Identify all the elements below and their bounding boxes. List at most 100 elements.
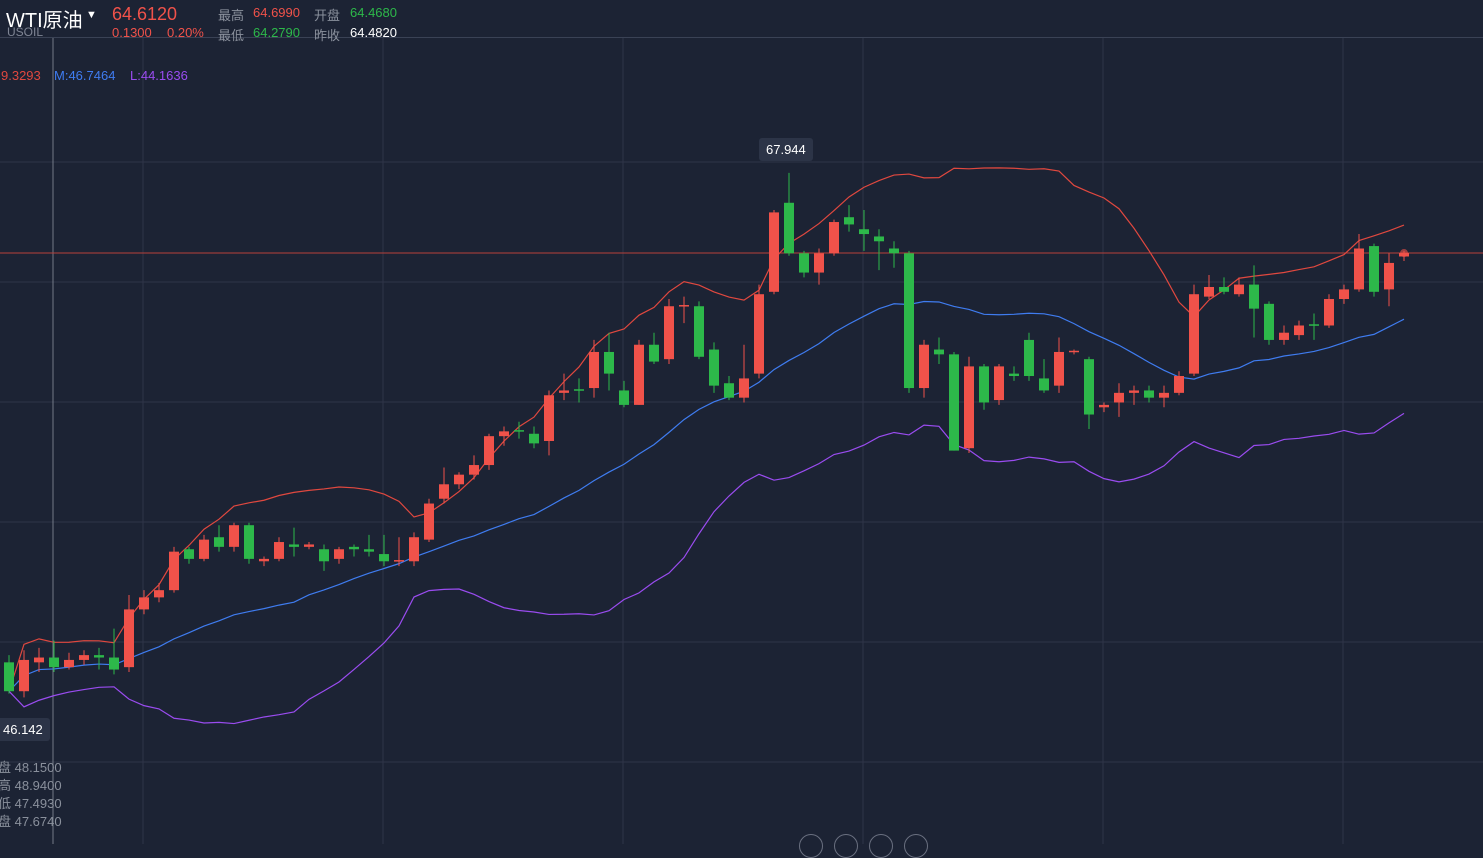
candle-body <box>1144 390 1154 398</box>
candle-body <box>679 305 689 307</box>
candle-body <box>1369 246 1379 292</box>
candle-body <box>574 389 584 391</box>
candle-body <box>634 344 644 405</box>
candle-body <box>1249 284 1259 309</box>
candle-body <box>829 222 839 254</box>
candle-body <box>559 390 569 393</box>
candle-body <box>1114 392 1124 403</box>
candle-body <box>34 657 44 663</box>
candle-body <box>394 560 404 562</box>
max-price-tooltip: 67.944 <box>759 138 813 161</box>
candle-body <box>1084 359 1094 415</box>
candle-body <box>1219 286 1229 292</box>
candle-body <box>64 659 74 668</box>
candle-body <box>1054 351 1064 386</box>
candle-body <box>49 657 59 668</box>
boll-middle-line <box>8 300 1405 692</box>
candle-body <box>244 525 254 559</box>
candle-body <box>1174 376 1184 393</box>
candle-body <box>949 354 959 451</box>
candle-body <box>4 662 14 692</box>
candle-body <box>304 544 314 547</box>
boll-upper-line <box>8 167 1405 692</box>
quote-header: WTI原油 ▼ USOIL 64.6120 0.1300 0.20% 最高 64… <box>0 0 1483 43</box>
chevron-down-icon[interactable]: ▼ <box>86 9 97 21</box>
candle-body <box>754 294 764 374</box>
boll-lower-value: L:44.1636 <box>130 68 188 83</box>
candle-body <box>1264 303 1274 340</box>
candle-body <box>904 253 914 389</box>
candle-body <box>259 558 269 562</box>
candle-body <box>319 549 329 562</box>
boll-middle-value: M:46.7464 <box>54 68 116 83</box>
scroll-left-button[interactable] <box>869 834 893 858</box>
high-label: 最高 <box>218 8 245 23</box>
candle-body <box>619 390 629 405</box>
candle-body <box>994 366 1004 401</box>
candle-body <box>274 542 284 559</box>
candle-body <box>844 217 854 225</box>
crosshair-open: 盘 48.1500 <box>0 760 62 775</box>
low-value: 64.2790 <box>253 25 300 40</box>
crosshair-low: 低 47.4930 <box>0 796 62 811</box>
candle-body <box>79 655 89 660</box>
prev-close-value: 64.4820 <box>350 25 397 40</box>
candle-body <box>1279 332 1289 340</box>
candle-body <box>184 549 194 559</box>
candle-body <box>769 212 779 292</box>
candle-body <box>649 344 659 362</box>
candle-body <box>349 546 359 550</box>
candle-body <box>1294 325 1304 336</box>
candle-body <box>379 554 389 562</box>
candle-body <box>694 306 704 357</box>
candle-body <box>1159 392 1169 398</box>
zoom-in-button[interactable] <box>834 834 858 858</box>
candle-body <box>1039 378 1049 391</box>
candle-body <box>1324 299 1334 326</box>
symbol-code: USOIL <box>7 25 44 39</box>
zoom-out-button[interactable] <box>799 834 823 858</box>
candle-body <box>1339 289 1349 300</box>
candle-body <box>964 366 974 449</box>
candle-body <box>1069 350 1079 353</box>
candle-body <box>874 236 884 242</box>
candle-body <box>214 537 224 547</box>
candle-body <box>889 248 899 254</box>
candle-body <box>544 395 554 441</box>
candle-body <box>364 549 374 552</box>
candle-body <box>529 433 539 444</box>
candle-body <box>424 503 434 540</box>
candle-body <box>814 253 824 273</box>
candle-body <box>139 597 149 610</box>
symbol-name[interactable]: WTI原油 <box>6 10 83 32</box>
candle-body <box>439 484 449 499</box>
candle-body <box>934 349 944 355</box>
candle-body <box>499 431 509 437</box>
candle-body <box>1354 248 1364 290</box>
candle-body <box>289 544 299 547</box>
candle-body <box>1204 286 1214 297</box>
candle-body <box>94 655 104 658</box>
scroll-right-button[interactable] <box>904 834 928 858</box>
open-value: 64.4680 <box>350 5 397 20</box>
candle-body <box>19 659 29 692</box>
candle-body <box>469 465 479 475</box>
boll-upper-value: 9.3293 <box>1 68 41 83</box>
candle-body <box>199 539 209 559</box>
candle-body <box>919 344 929 389</box>
candle-body <box>514 430 524 432</box>
current-price-dot <box>1400 249 1408 258</box>
candle-body <box>1384 262 1394 290</box>
candle-body <box>1099 404 1109 408</box>
open-label: 开盘 <box>314 8 341 23</box>
candle-body <box>859 229 869 235</box>
change: 0.1300 <box>112 25 152 40</box>
candle-body <box>1309 324 1319 326</box>
candle-body <box>454 474 464 485</box>
candle-body <box>1234 284 1244 295</box>
candle-body <box>169 551 179 591</box>
change-pct: 0.20% <box>167 25 204 40</box>
last-price: 64.6120 <box>112 4 178 24</box>
candle-body <box>1009 373 1019 377</box>
